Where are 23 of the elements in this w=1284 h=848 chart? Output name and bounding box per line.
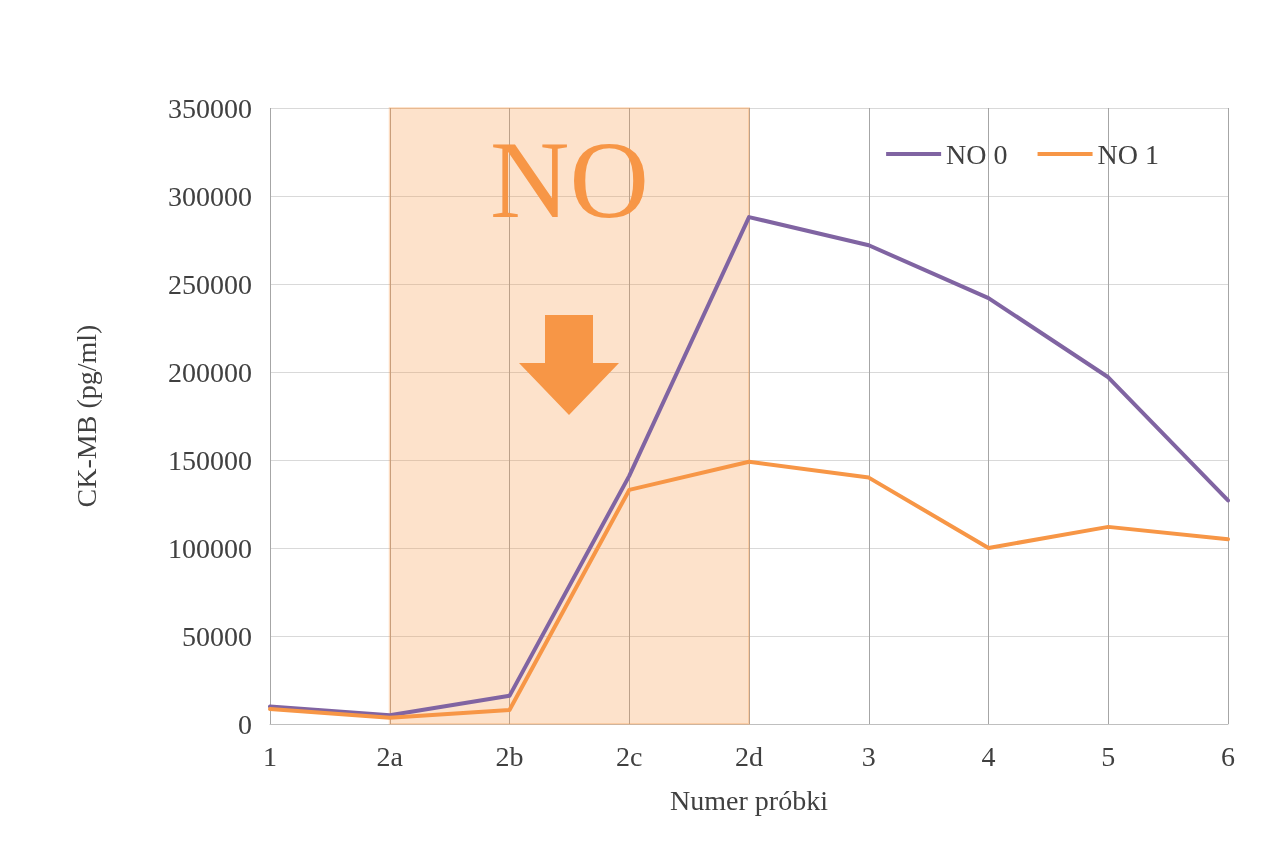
y-tick-label: 300000 — [168, 180, 252, 212]
line-series — [268, 459, 1230, 720]
y-tick-label: 150000 — [168, 444, 252, 476]
y-tick-label: 50000 — [182, 620, 252, 652]
y-tick-label: 250000 — [168, 268, 252, 300]
y-axis-title: CK-MB (pg/ml) — [70, 324, 102, 508]
x-tick-label: 5 — [1101, 740, 1116, 772]
x-tick-label: 2a — [376, 740, 404, 772]
x-tick-label: 1 — [263, 740, 277, 772]
x-tick-label: 2c — [616, 740, 643, 772]
x-tick-label: 2b — [495, 740, 524, 772]
x-axis-title: Numer próbki — [670, 784, 829, 816]
y-tick-label: 200000 — [168, 356, 252, 388]
x-tick-label: 6 — [1221, 740, 1235, 772]
y-tick-label: 100000 — [168, 532, 252, 564]
y-tick-label: 350000 — [168, 92, 252, 124]
y-tick-label: 0 — [238, 708, 252, 740]
x-tick-label: 2d — [735, 740, 763, 772]
x-tick-label: 3 — [861, 740, 876, 772]
legend-label: NO 0 — [946, 138, 1008, 170]
legend-label: NO 1 — [1097, 138, 1160, 170]
x-tick-label: 4 — [981, 740, 996, 772]
band-label: NO — [489, 119, 649, 241]
